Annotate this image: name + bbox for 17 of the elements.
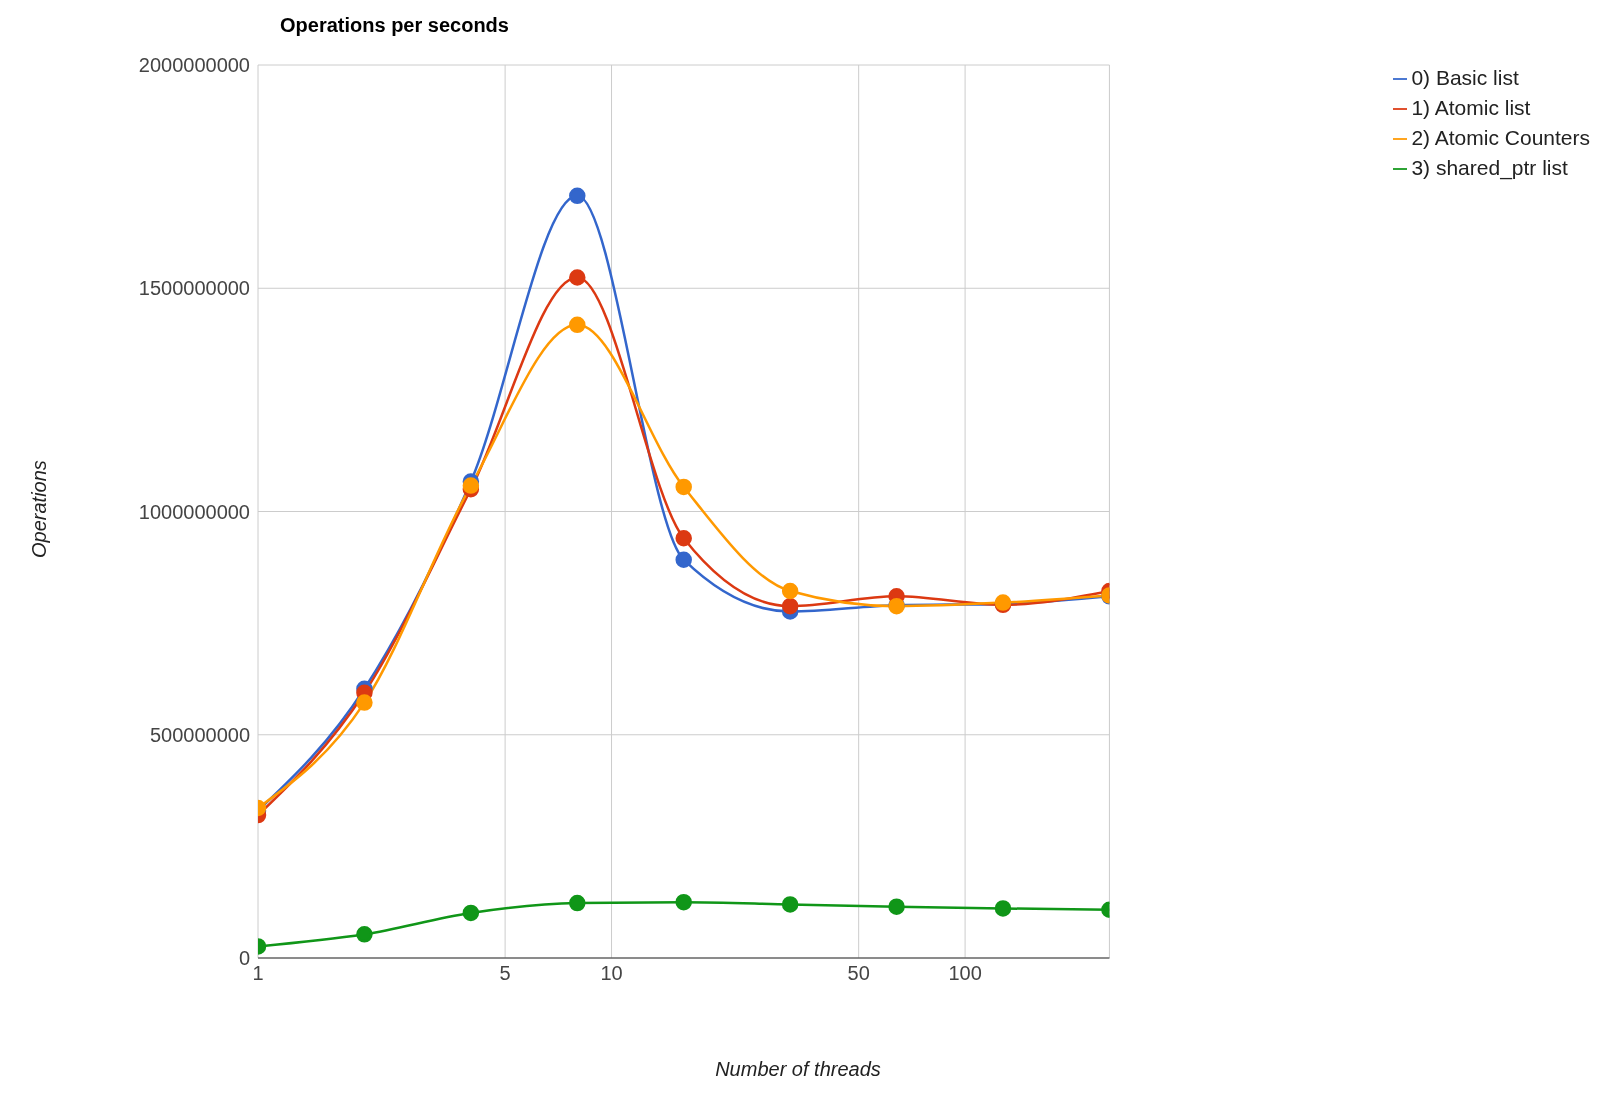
- x-tick-label: 10: [600, 962, 623, 985]
- y-tick-label: 1000000000: [138, 500, 250, 523]
- y-tick-label: 1500000000: [138, 277, 250, 300]
- x-tick-label: 100: [948, 962, 982, 985]
- x-axis-title: Number of threads: [714, 1058, 882, 1081]
- x-tick-label: 50: [847, 962, 870, 985]
- x-tick-label: 5: [499, 962, 511, 985]
- x-tick-label: 1: [252, 962, 264, 985]
- legend-label: 2) Atomic Counters: [1411, 126, 1590, 149]
- legend-label: 0) Basic list: [1411, 66, 1519, 89]
- y-axis-title: Operations: [28, 460, 51, 558]
- legend-label: 3) shared_ptr list: [1411, 156, 1568, 179]
- legend-label: 1) Atomic list: [1411, 96, 1531, 119]
- y-tick-label: 2000000000: [138, 54, 250, 77]
- chart-title: Operations per seconds: [280, 14, 509, 37]
- y-tick-label: 0: [238, 947, 250, 970]
- y-tick-label: 500000000: [149, 723, 250, 746]
